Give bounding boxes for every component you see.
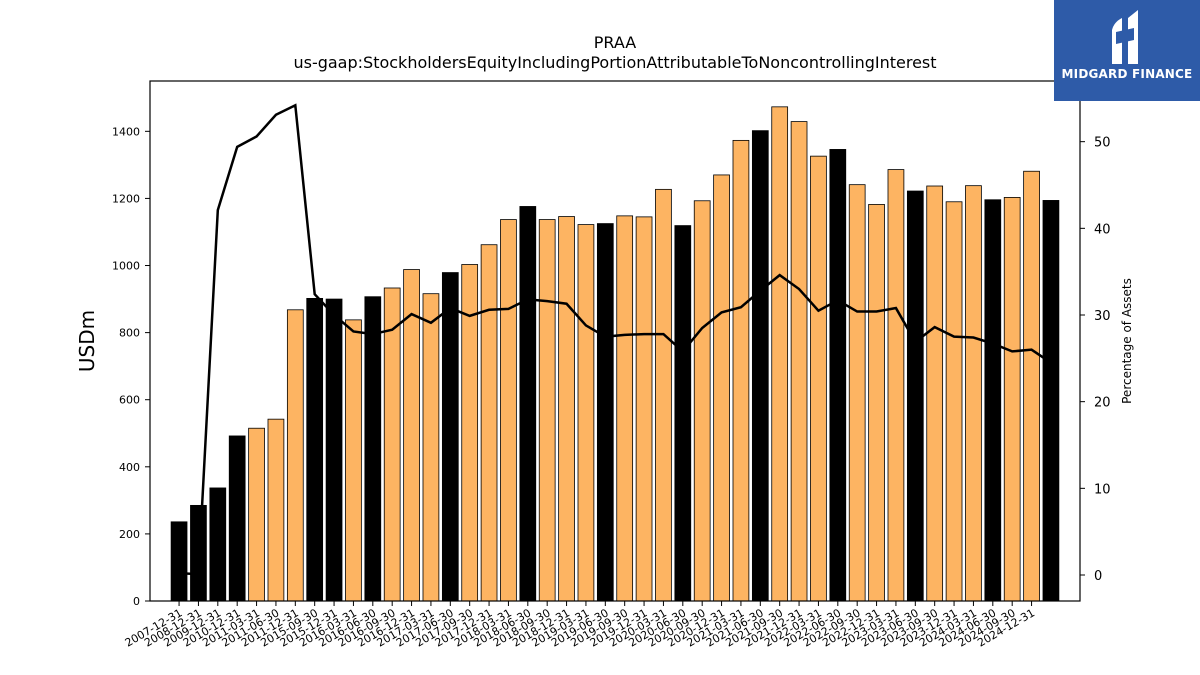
bar [693,200,711,602]
axes-group: 0200400600800100012001400010203040502007… [112,80,1111,650]
bar [538,219,556,602]
bar [790,121,808,602]
bar [228,435,246,602]
bar [383,287,401,602]
y-tick-label: 1400 [112,125,140,138]
line-group [179,103,1052,576]
bar [713,174,730,602]
bar [209,487,227,602]
bar [558,216,575,602]
bar [286,309,304,602]
bar [1003,197,1021,602]
bar [887,169,905,602]
bar [248,427,265,602]
bar [325,298,343,602]
bar [848,184,866,602]
y2-tick-label: 10 [1094,482,1111,497]
bar [441,272,459,602]
y2-tick-label: 40 [1094,222,1111,237]
y2-tick-label: 0 [1094,569,1102,584]
logo-text: MIDGARD FINANCE [1061,67,1193,81]
bar [945,201,963,602]
bar [596,223,614,602]
bar [674,225,692,602]
bar [810,155,827,602]
bar [732,139,750,602]
y-tick-label: 200 [119,528,140,541]
bar [771,106,789,602]
bar [635,216,653,602]
bar [655,188,672,602]
y-axis-label: USDm [75,310,99,372]
bar [965,185,982,602]
bar [306,297,324,602]
series-line [179,103,1052,576]
y2-axis-label: Percentage of Assets [1120,278,1134,404]
bar [984,199,1002,602]
bar [170,521,188,602]
bar [422,293,440,602]
bar [829,149,847,602]
logo-mark-icon [1112,10,1138,64]
bar [1023,170,1040,602]
bar [868,204,885,602]
bar [577,224,595,602]
bar [345,319,362,602]
chart-subtitle: us-gaap:StockholdersEquityIncludingPorti… [293,53,936,72]
y-tick-label: 800 [119,327,140,340]
y-tick-label: 400 [119,461,140,474]
logo: MIDGARD FINANCE [1054,0,1200,101]
bar [751,130,769,602]
bar [267,418,285,602]
y2-tick-label: 20 [1094,396,1111,411]
bar [500,219,517,602]
y-tick-label: 600 [119,394,140,407]
bar [364,296,382,602]
y2-tick-label: 30 [1094,309,1111,324]
y-tick-label: 1200 [112,192,140,205]
bar [906,190,924,602]
bar [616,215,634,602]
y-tick-label: 1000 [112,260,140,273]
plot-frame [149,80,1081,602]
bar [926,185,944,602]
bar [1042,200,1060,602]
chart-title: PRAA [594,33,637,52]
bar [480,244,498,602]
y2-tick-label: 50 [1094,136,1111,151]
y-tick-label: 0 [133,595,140,608]
bar [519,206,537,602]
